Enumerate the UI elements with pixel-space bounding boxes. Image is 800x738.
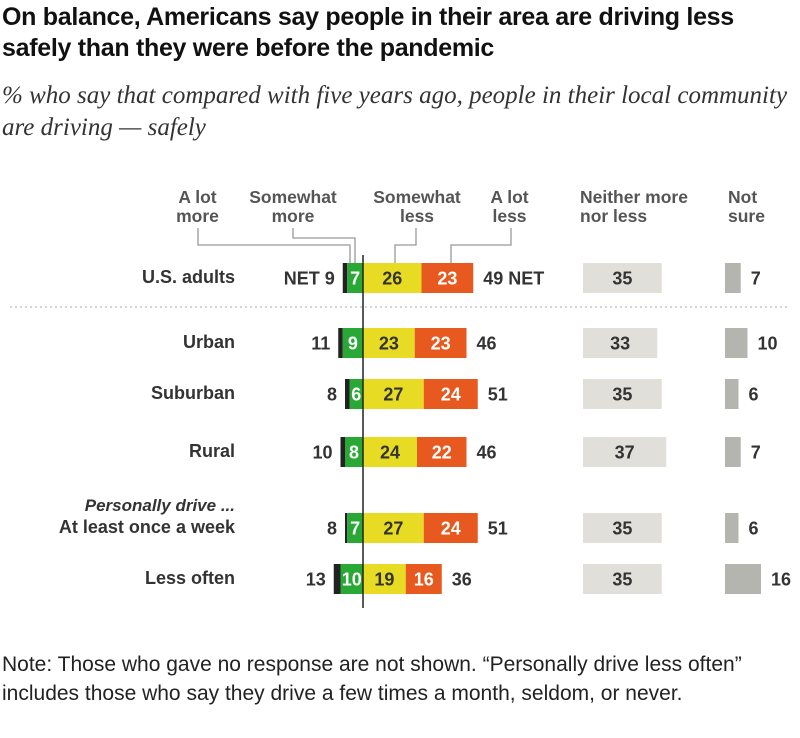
bar-somewhat-less <box>363 437 417 467</box>
value-net-more: 10 <box>312 443 332 463</box>
bar-somewhat-more <box>347 263 363 293</box>
bar-somewhat-more <box>345 437 363 467</box>
value-not-sure: 16 <box>771 570 791 590</box>
row-label: At least once a week <box>58 517 235 537</box>
bar-somewhat-less <box>363 564 406 594</box>
bar-not-sure <box>725 379 739 409</box>
value-not-sure: 7 <box>751 269 761 289</box>
value-neither: 33 <box>610 334 630 354</box>
value-neither: 37 <box>615 443 635 463</box>
bar-neither <box>583 564 662 594</box>
value-somewhat-less: 26 <box>382 269 402 289</box>
value-a-lot-less: 23 <box>437 269 457 289</box>
value-neither: 35 <box>612 385 632 405</box>
bar-a-lot-less <box>405 564 442 594</box>
value-net-more: 11 <box>311 334 330 354</box>
value-net-more: 8 <box>327 519 337 539</box>
bar-somewhat-more <box>340 564 363 594</box>
bar-a-lot-less <box>421 263 474 293</box>
value-somewhat-more: 7 <box>350 519 360 539</box>
value-a-lot-less: 24 <box>441 385 461 405</box>
bar-a-lot-more <box>333 564 341 594</box>
bar-a-lot-less <box>423 513 478 543</box>
value-neither: 35 <box>612 519 632 539</box>
bar-a-lot-less <box>417 437 467 467</box>
leader-somewhat-more <box>292 228 356 263</box>
bar-somewhat-less <box>363 379 424 409</box>
value-net-more: 8 <box>327 385 337 405</box>
value-neither: 35 <box>612 570 632 590</box>
value-somewhat-more: 7 <box>350 269 360 289</box>
row-label: Suburban <box>151 383 235 403</box>
value-a-lot-less: 23 <box>431 334 451 354</box>
note: Note: Those who gave no response are not… <box>2 653 742 705</box>
bar-not-sure <box>725 437 741 467</box>
value-net-less: 51 <box>488 519 508 539</box>
value-a-lot-less: 16 <box>414 570 434 590</box>
header-a-lot-more: A lot more <box>176 187 219 226</box>
value-net-less: 49 NET <box>483 269 544 289</box>
bar-not-sure <box>725 564 761 594</box>
bar-somewhat-less <box>363 513 424 543</box>
header-a-lot-less: A lot less <box>490 187 529 226</box>
chart-title: On balance, Americans say people in thei… <box>2 3 734 62</box>
value-not-sure: 7 <box>751 443 761 463</box>
bar-neither <box>583 379 662 409</box>
leader-somewhat-less <box>394 228 417 263</box>
header-neither: Neither more nor less <box>580 187 688 226</box>
value-somewhat-less: 24 <box>380 443 400 463</box>
bar-neither <box>583 513 662 543</box>
value-a-lot-less: 24 <box>441 519 461 539</box>
leader-a-lot-more <box>197 228 351 263</box>
bar-a-lot-more <box>345 513 348 543</box>
leader-a-lot-less <box>450 228 512 263</box>
row-label: Urban <box>182 332 235 352</box>
value-not-sure: 6 <box>749 519 759 539</box>
group-label: Personally drive ... <box>84 496 235 515</box>
value-net-less: 46 <box>477 443 497 463</box>
value-somewhat-less: 27 <box>383 519 403 539</box>
value-somewhat-less: 23 <box>379 334 399 354</box>
value-somewhat-less: 27 <box>383 385 403 405</box>
value-net-less: 46 <box>477 334 497 354</box>
value-net-less: 36 <box>452 570 472 590</box>
bar-a-lot-more <box>345 379 350 409</box>
value-somewhat-more: 9 <box>348 334 358 354</box>
header-not-sure: Not sure <box>728 187 765 226</box>
bar-not-sure <box>725 328 748 358</box>
bar-somewhat-more <box>347 513 363 543</box>
row-label: U.S. adults <box>141 267 235 287</box>
bar-a-lot-more <box>342 263 348 293</box>
value-somewhat-more: 10 <box>342 570 362 590</box>
bar-a-lot-less <box>414 328 467 358</box>
bar-neither <box>583 437 667 467</box>
bar-not-sure <box>725 263 741 293</box>
bar-somewhat-more <box>342 328 363 358</box>
value-somewhat-more: 6 <box>351 385 361 405</box>
bar-not-sure <box>725 513 739 543</box>
value-neither: 35 <box>612 269 632 289</box>
bar-a-lot-less <box>423 379 478 409</box>
value-not-sure: 6 <box>749 385 759 405</box>
header-somewhat-more: Somewhat more <box>249 187 337 226</box>
bar-somewhat-less <box>363 328 415 358</box>
value-net-more: NET 9 <box>284 269 335 289</box>
bar-somewhat-more <box>349 379 363 409</box>
bar-somewhat-less <box>363 263 422 293</box>
bar-neither <box>583 263 662 293</box>
value-not-sure: 10 <box>758 334 778 354</box>
value-somewhat-more: 8 <box>349 443 359 463</box>
value-a-lot-less: 22 <box>432 443 452 463</box>
value-somewhat-less: 19 <box>374 570 394 590</box>
bar-neither <box>583 328 658 358</box>
row-label: Rural <box>188 441 235 461</box>
value-net-more: 13 <box>306 570 326 590</box>
bar-a-lot-more <box>340 437 345 467</box>
row-label: Less often <box>144 568 235 588</box>
bar-a-lot-more <box>338 328 343 358</box>
chart-subtitle: % who say that compared with five years … <box>2 82 788 141</box>
value-net-less: 51 <box>488 385 508 405</box>
header-somewhat-less: Somewhat less <box>373 187 461 226</box>
